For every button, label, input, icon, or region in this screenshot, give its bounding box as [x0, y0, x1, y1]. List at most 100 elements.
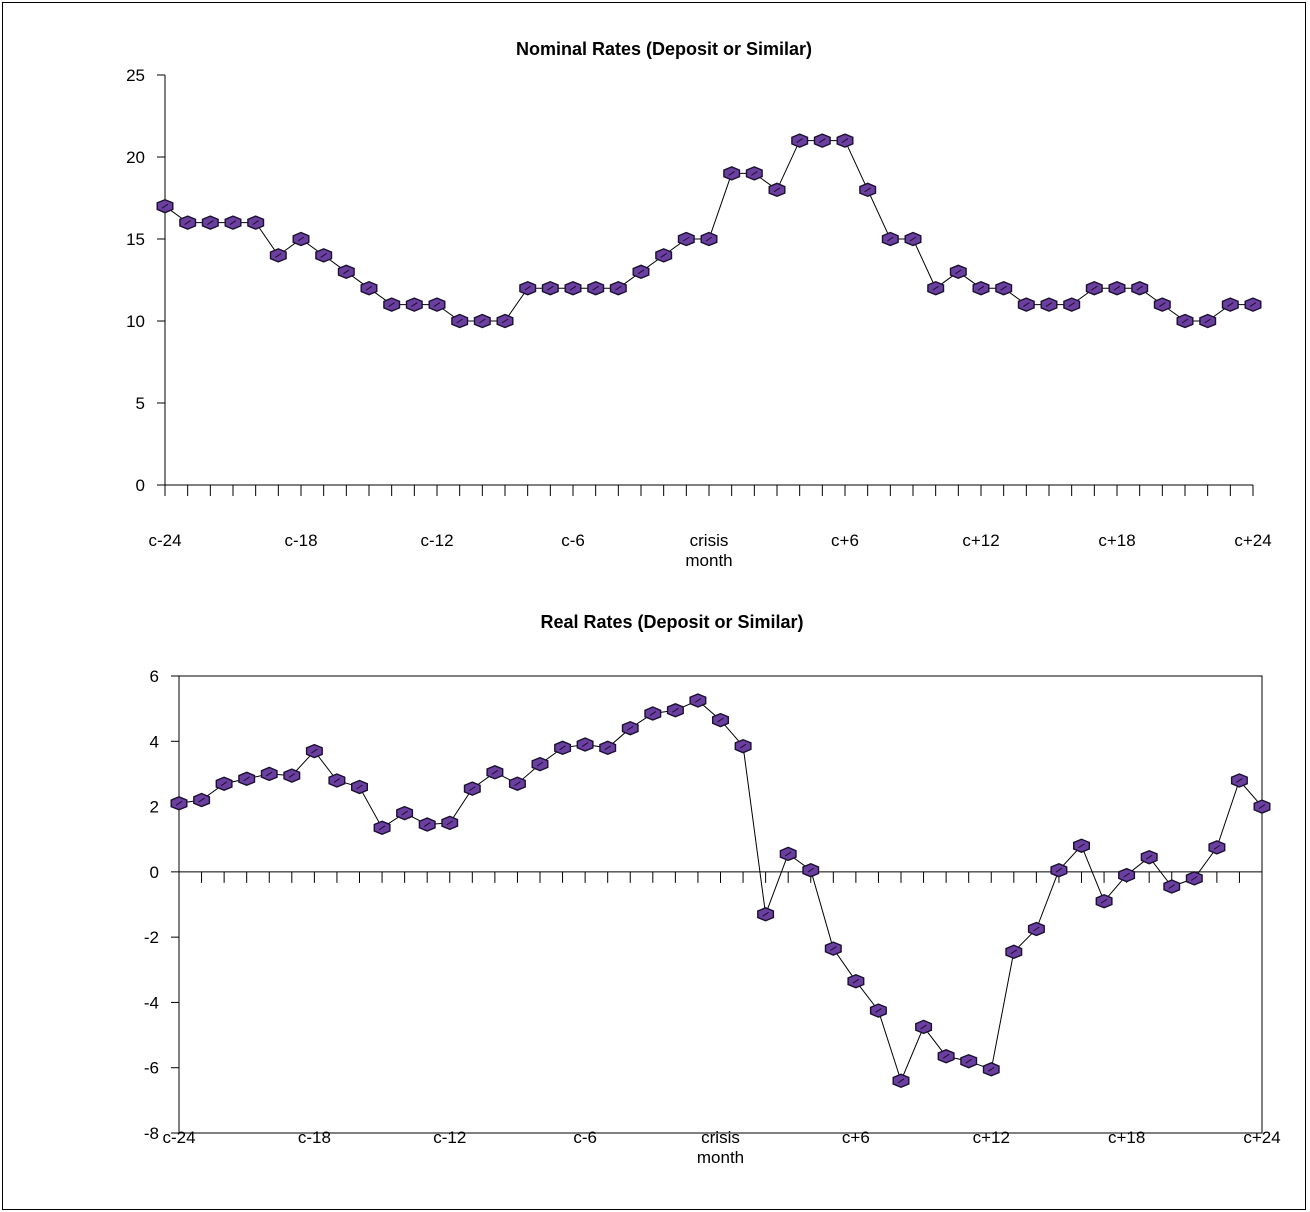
data-point [813, 133, 831, 148]
y-tick-label: 5 [136, 394, 145, 413]
y-tick-label: 10 [126, 312, 145, 331]
y-tick-label: 0 [136, 476, 145, 495]
data-point [1185, 871, 1203, 886]
y-tick-label: 15 [126, 230, 145, 249]
data-point [373, 820, 391, 836]
real-series [170, 693, 1271, 1089]
data-point [904, 231, 922, 247]
y-tick-label: 6 [150, 667, 159, 686]
data-point [995, 280, 1013, 296]
data-point [824, 941, 842, 956]
real-rates-chart: Real Rates (Deposit or Similar) -8 -6 -4 -2… [144, 612, 1281, 1167]
data-point [441, 815, 459, 831]
data-point [1040, 297, 1058, 312]
x-tick-label: c-24 [162, 1128, 195, 1147]
x-tick-label: crisis month [697, 1128, 744, 1167]
data-point [768, 182, 786, 198]
data-point [621, 720, 639, 736]
data-point [508, 776, 526, 791]
data-point [666, 703, 684, 718]
data-point [215, 776, 233, 791]
data-point [1072, 838, 1091, 853]
y-tick-label: 25 [126, 66, 145, 85]
data-point [486, 765, 504, 780]
data-point [779, 846, 797, 862]
nominal-axes [164, 75, 1253, 486]
data-point [170, 796, 188, 811]
data-point [892, 1073, 910, 1089]
x-tick-label: c+18 [1108, 1128, 1145, 1147]
data-point [723, 166, 741, 181]
data-point [644, 706, 662, 721]
data-point [1208, 840, 1226, 855]
data-point [541, 280, 559, 296]
data-point [1253, 799, 1271, 814]
y-tick-label: -4 [144, 993, 159, 1012]
data-point [847, 973, 865, 989]
data-point [1095, 893, 1113, 909]
data-point [1176, 313, 1194, 329]
data-point [1108, 280, 1126, 296]
y-tick-label: 4 [150, 732, 159, 751]
data-point [1027, 921, 1045, 937]
data-point [463, 781, 481, 796]
data-point [859, 182, 877, 198]
data-point [1050, 862, 1068, 878]
data-point [1005, 944, 1023, 960]
nominal-x-ticks: c-24 c-18 c-12 c-6 crisis month c+6 c+12 c+18 c+2… [148, 485, 1272, 570]
data-point [315, 248, 333, 263]
y-tick-label: -2 [144, 928, 159, 947]
data-point [689, 693, 707, 708]
data-point [396, 805, 414, 821]
data-point [1140, 849, 1158, 865]
data-point [360, 280, 378, 296]
data-point [836, 133, 854, 148]
plot-area-border [178, 675, 1263, 1134]
data-point [451, 313, 469, 329]
data-point [1063, 297, 1081, 312]
y-tick-label: -8 [144, 1124, 159, 1143]
y-tick-label: 20 [126, 148, 145, 167]
data-point [700, 231, 718, 247]
x-tick-label: c+6 [842, 1128, 870, 1147]
data-point [937, 1049, 955, 1064]
data-point [337, 264, 355, 280]
data-point [1153, 297, 1171, 312]
x-tick-label: c+24 [1234, 531, 1271, 550]
data-point [428, 297, 446, 312]
nominal-series [156, 133, 1262, 329]
x-tick-label: c+24 [1243, 1128, 1280, 1147]
data-point [915, 1019, 933, 1035]
y-tick-label: 0 [150, 863, 159, 882]
x-tick-label: c-12 [433, 1128, 466, 1147]
data-point [791, 133, 809, 148]
data-point [927, 280, 945, 296]
data-point [1163, 879, 1181, 894]
data-point [1230, 773, 1248, 788]
x-tick-label: c-18 [284, 531, 317, 550]
data-point [269, 248, 287, 263]
x-tick-label: c-6 [573, 1128, 597, 1147]
nominal-y-ticks: 0 5 10 15 20 25 [126, 66, 165, 495]
data-point [599, 740, 617, 756]
data-point [960, 1053, 978, 1069]
data-point [745, 166, 763, 181]
data-point [247, 215, 265, 230]
real-y-ticks: -8 -6 -4 -2 0 2 4 6 [144, 667, 179, 1143]
data-point [757, 907, 775, 922]
x-tick-label: c+12 [973, 1128, 1010, 1147]
data-point [383, 297, 401, 312]
data-point [531, 756, 549, 772]
data-point [179, 215, 197, 230]
real-chart-title: Real Rates (Deposit or Similar) [540, 612, 803, 632]
x-tick-label: crisis month [685, 531, 732, 570]
data-point [609, 280, 627, 296]
data-point [982, 1062, 1000, 1077]
data-point [576, 737, 594, 752]
data-point [224, 215, 242, 230]
data-point [496, 313, 514, 329]
data-point [328, 773, 346, 788]
data-point [949, 264, 967, 280]
